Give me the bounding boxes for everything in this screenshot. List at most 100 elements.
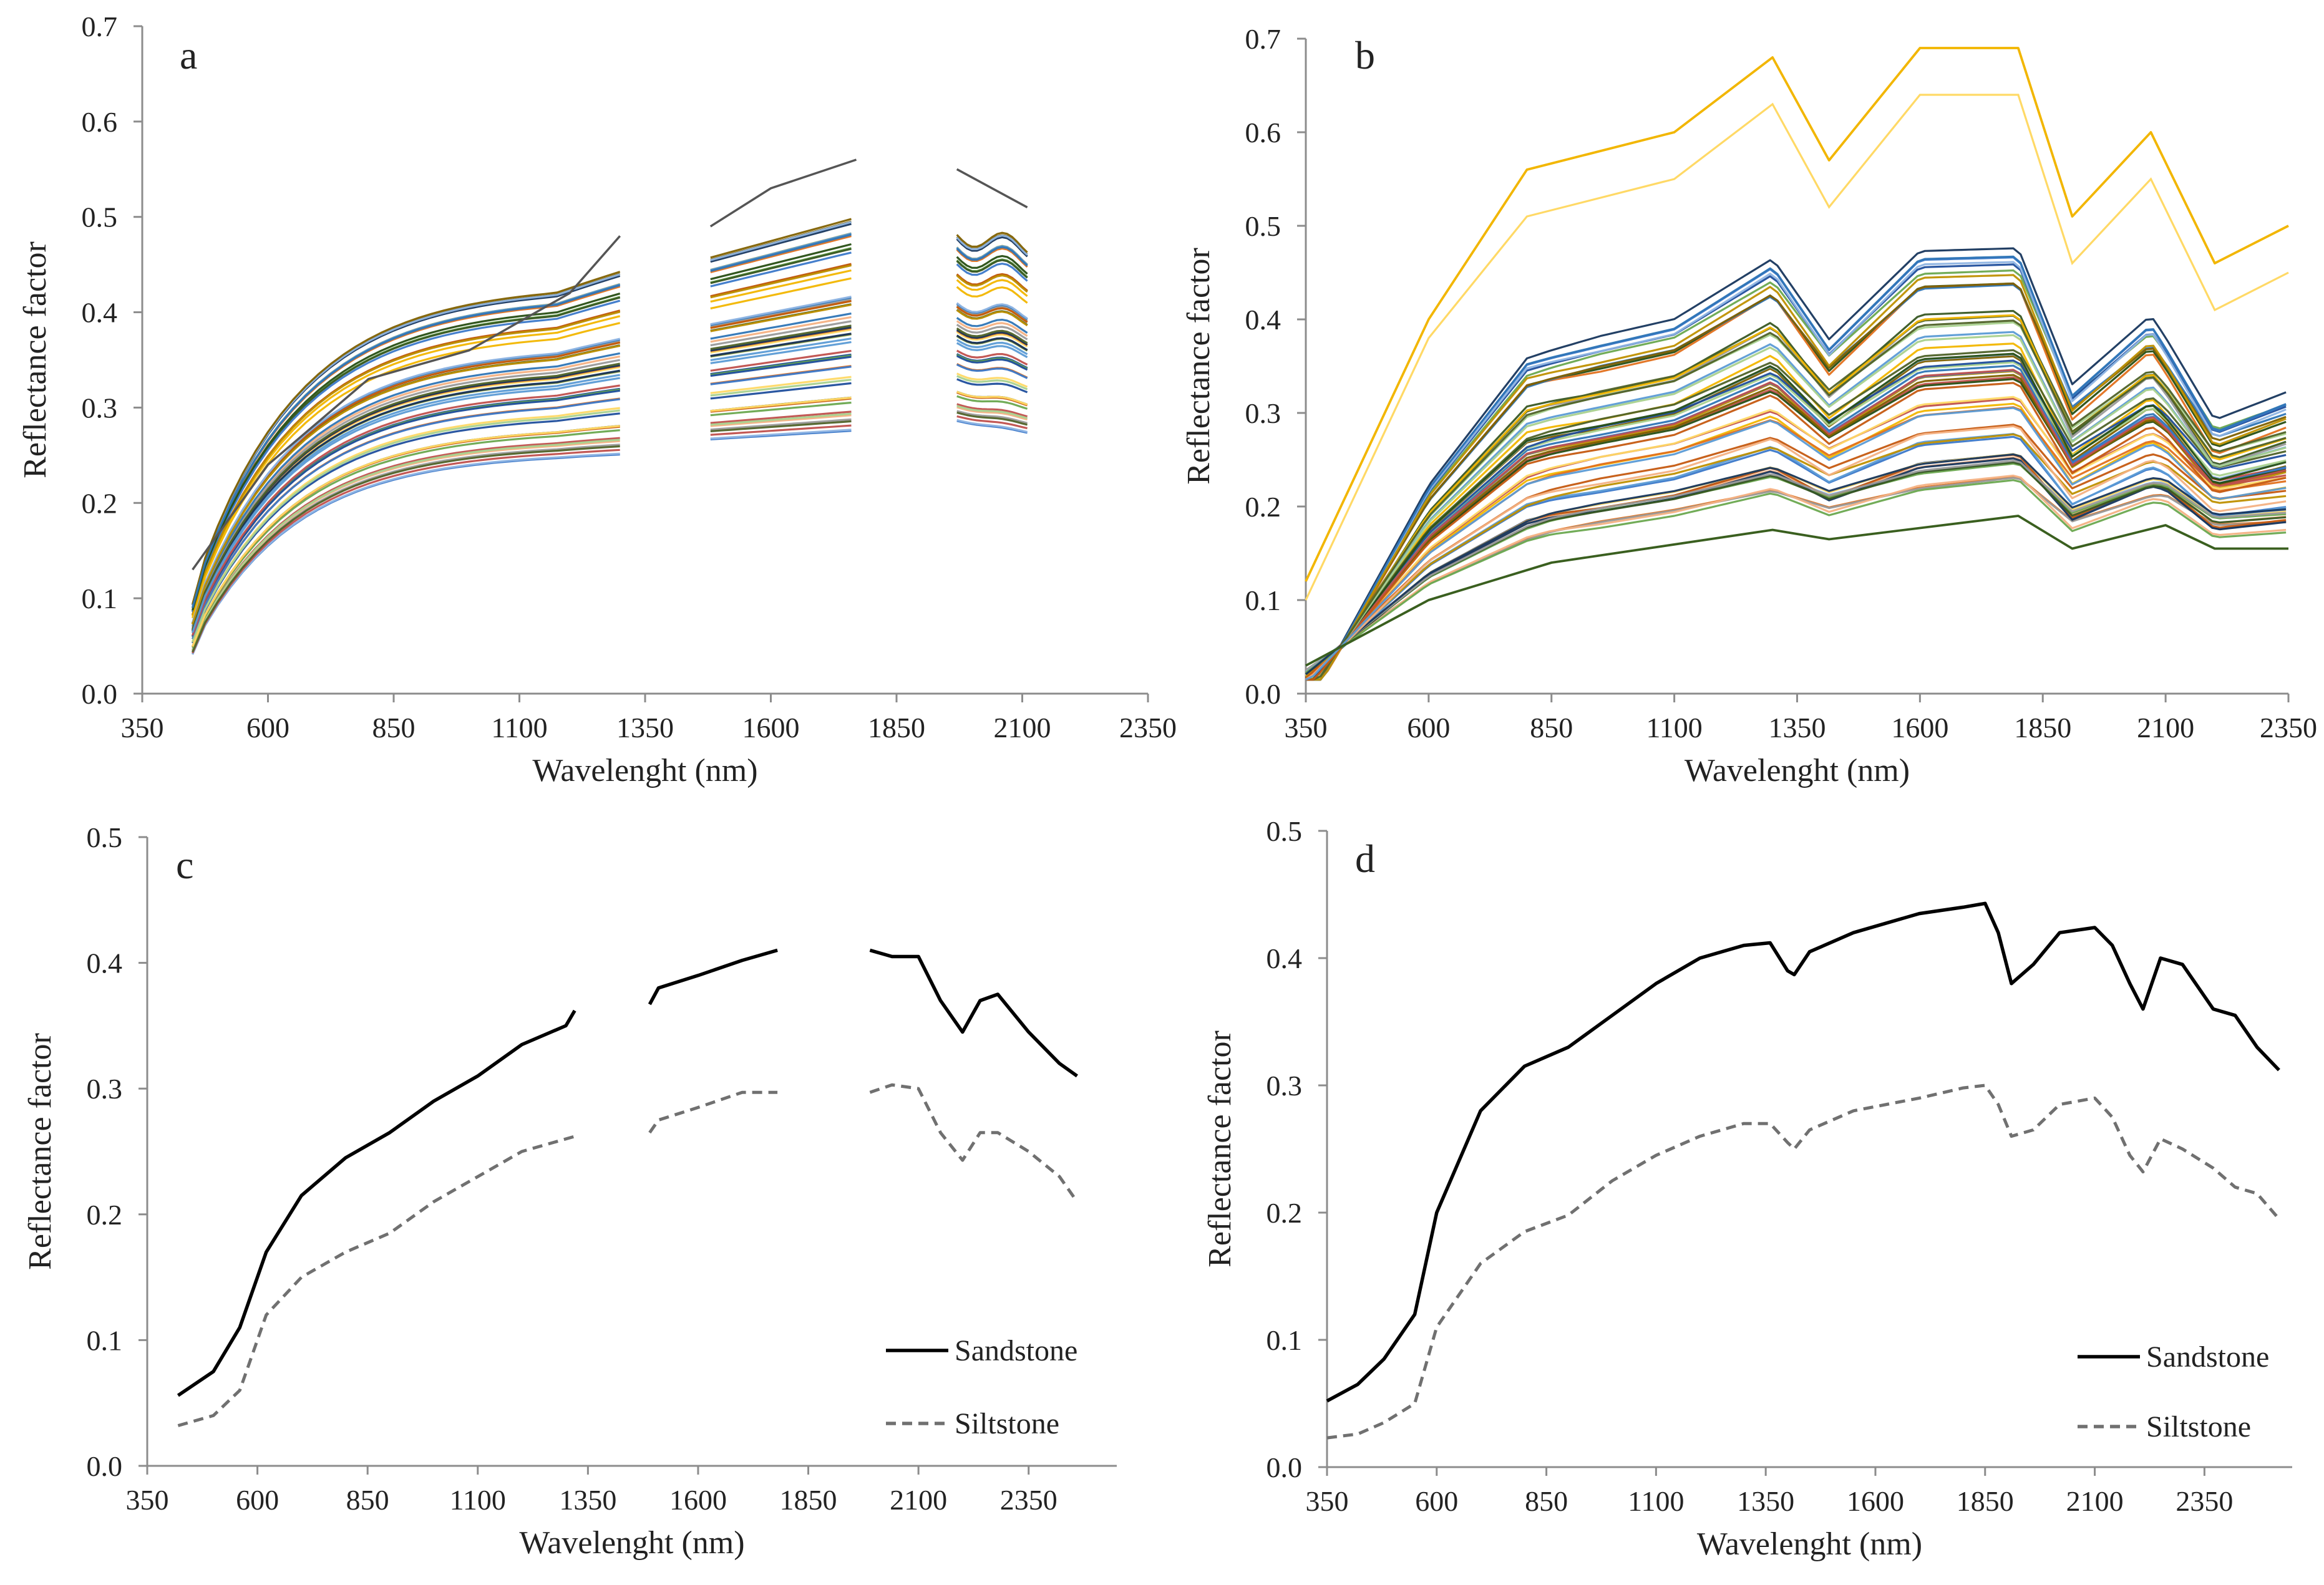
x-axis-label: Wavelenght (nm): [519, 1525, 744, 1561]
spectrum-line: [1305, 94, 2289, 601]
x-tick-label: 1350: [616, 712, 674, 744]
y-tick-label: 0.1: [82, 583, 118, 614]
y-tick-label: 0.1: [1245, 584, 1281, 616]
x-tick-label: 2350: [1000, 1484, 1057, 1516]
spectrum-line: [1306, 352, 2287, 681]
spectrum-line: [192, 355, 1028, 637]
x-tick-label: 1100: [450, 1484, 506, 1516]
y-axis-label: Reflectance factor: [17, 241, 53, 478]
x-tick-label: 1600: [1847, 1485, 1904, 1517]
panel-a: 0.0 0.1 0.2 0.3 0.4 0.5 0.6 0.7 350 600 850 1100 135…: [17, 11, 1177, 788]
x-tick-label: 2350: [2260, 712, 2317, 744]
spectrum-line: [1306, 319, 2287, 681]
spectrum-line: [1306, 261, 2287, 681]
legend-label: Sandstone: [2146, 1340, 2269, 1374]
series-line-siltstone: [177, 1083, 1079, 1427]
y-tick-label: 0.7: [82, 11, 118, 42]
spectrum-line: [1306, 374, 2287, 681]
legend: Sandstone Siltstone: [886, 1334, 1077, 1440]
spectrum-line: [1306, 370, 2287, 681]
y-tick-label: 0.5: [87, 822, 123, 853]
spectrum-line: [192, 251, 1028, 613]
spectrum-line: [1306, 359, 2287, 681]
spectrum-line: [192, 243, 1028, 611]
x-tick-label: 600: [1415, 1485, 1458, 1517]
x-tick-label: 1100: [1646, 712, 1702, 744]
spectrum-line: [192, 405, 1028, 651]
y-tick-label: 0.7: [1245, 23, 1281, 55]
spectrum-line: [1305, 479, 2287, 674]
y-tick-label: 0.3: [82, 392, 118, 424]
spectrum-line-outlier: [192, 158, 1028, 571]
x-tick-label: 2100: [2066, 1485, 2124, 1517]
x-tick-label: 1850: [1957, 1485, 2014, 1517]
series-line-sandstone: [177, 948, 1078, 1397]
panel-letter: c: [176, 843, 193, 887]
spectrum-line: [192, 299, 1028, 624]
y-tick-label: 0.3: [1267, 1070, 1303, 1102]
spectrum-line: [192, 420, 1028, 655]
spectrum-line: [192, 303, 1028, 625]
panel-d: 0.0 0.1 0.2 0.3 0.4 0.5 350 600 850 1100 1350 1600 1…: [1202, 815, 2292, 1562]
y-tick-label: 0.0: [82, 678, 118, 710]
spectrum-line: [192, 390, 1028, 647]
x-tick-label: 350: [121, 712, 164, 744]
x-tick-label: 1350: [1737, 1485, 1794, 1517]
x-tick-label: 350: [126, 1484, 169, 1516]
y-tick-label: 0.1: [1267, 1324, 1303, 1356]
legend-label: Siltstone: [955, 1407, 1059, 1440]
spectrum-line: [192, 337, 1028, 633]
y-tick-label: 0.5: [1245, 210, 1281, 242]
spectrum-line: [192, 248, 1028, 612]
x-axis-label: Wavelenght (nm): [1697, 1526, 1922, 1562]
spectrum-line: [1306, 309, 2287, 681]
spectrum-line: [1306, 349, 2287, 681]
x-tick-label: 1100: [491, 712, 547, 744]
series-line-siltstone: [1326, 1083, 2280, 1440]
x-tick-label: 850: [1530, 712, 1573, 744]
spectrum-line: [1305, 474, 2287, 675]
spectrum-line-max: [1305, 47, 2289, 582]
y-tick-label: 0.5: [82, 201, 118, 233]
x-tick-label: 2100: [994, 712, 1051, 744]
x-tick-label: 2100: [890, 1484, 947, 1516]
y-tick-label: 0.4: [82, 297, 118, 329]
y-tick-label: 0.2: [82, 487, 118, 519]
spectrum-line: [1305, 461, 2287, 676]
x-tick-label: 1850: [868, 712, 925, 744]
spectrum-line: [192, 411, 1028, 653]
spectrum-line: [1305, 397, 2287, 681]
y-tick-label: 0.4: [1267, 943, 1303, 974]
y-tick-label: 0.5: [1267, 815, 1303, 847]
panel-b: 0.0 0.1 0.2 0.3 0.4 0.5 0.6 0.7 350 600 850 1100 135…: [1181, 23, 2317, 788]
x-tick-label: 600: [246, 712, 289, 744]
spectrum-line: [192, 419, 1028, 655]
spectrum-line: [1305, 402, 2287, 681]
spectrum-line-min: [1305, 515, 2288, 667]
x-tick-label: 1350: [1769, 712, 1826, 744]
y-tick-label: 0.2: [1245, 491, 1281, 523]
legend-label: Siltstone: [2146, 1410, 2251, 1443]
x-tick-label: 600: [1407, 712, 1450, 744]
spectrum-line: [1305, 395, 2287, 681]
spectrum-line: [192, 395, 1028, 648]
y-tick-label: 0.4: [1245, 304, 1281, 336]
spectrum-line: [192, 378, 1028, 644]
x-tick-label: 600: [236, 1484, 279, 1516]
y-tick-label: 0.3: [87, 1073, 123, 1105]
y-tick-label: 0.0: [1245, 678, 1281, 710]
spectrum-line: [1306, 274, 2287, 681]
x-tick-label: 850: [1525, 1485, 1568, 1517]
x-tick-label: 350: [1285, 712, 1328, 744]
x-tick-label: 1350: [559, 1484, 616, 1516]
spectrum-line: [192, 363, 1028, 640]
y-tick-label: 0.1: [87, 1324, 123, 1356]
x-tick-label: 350: [1306, 1485, 1349, 1517]
panel-letter: d: [1355, 836, 1375, 881]
x-tick-label: 850: [372, 712, 416, 744]
spectrum-line: [192, 316, 1028, 628]
y-tick-label: 0.6: [1245, 117, 1281, 148]
y-axis-label: Reflectance factor: [1181, 248, 1217, 485]
legend-label: Sandstone: [955, 1334, 1077, 1367]
